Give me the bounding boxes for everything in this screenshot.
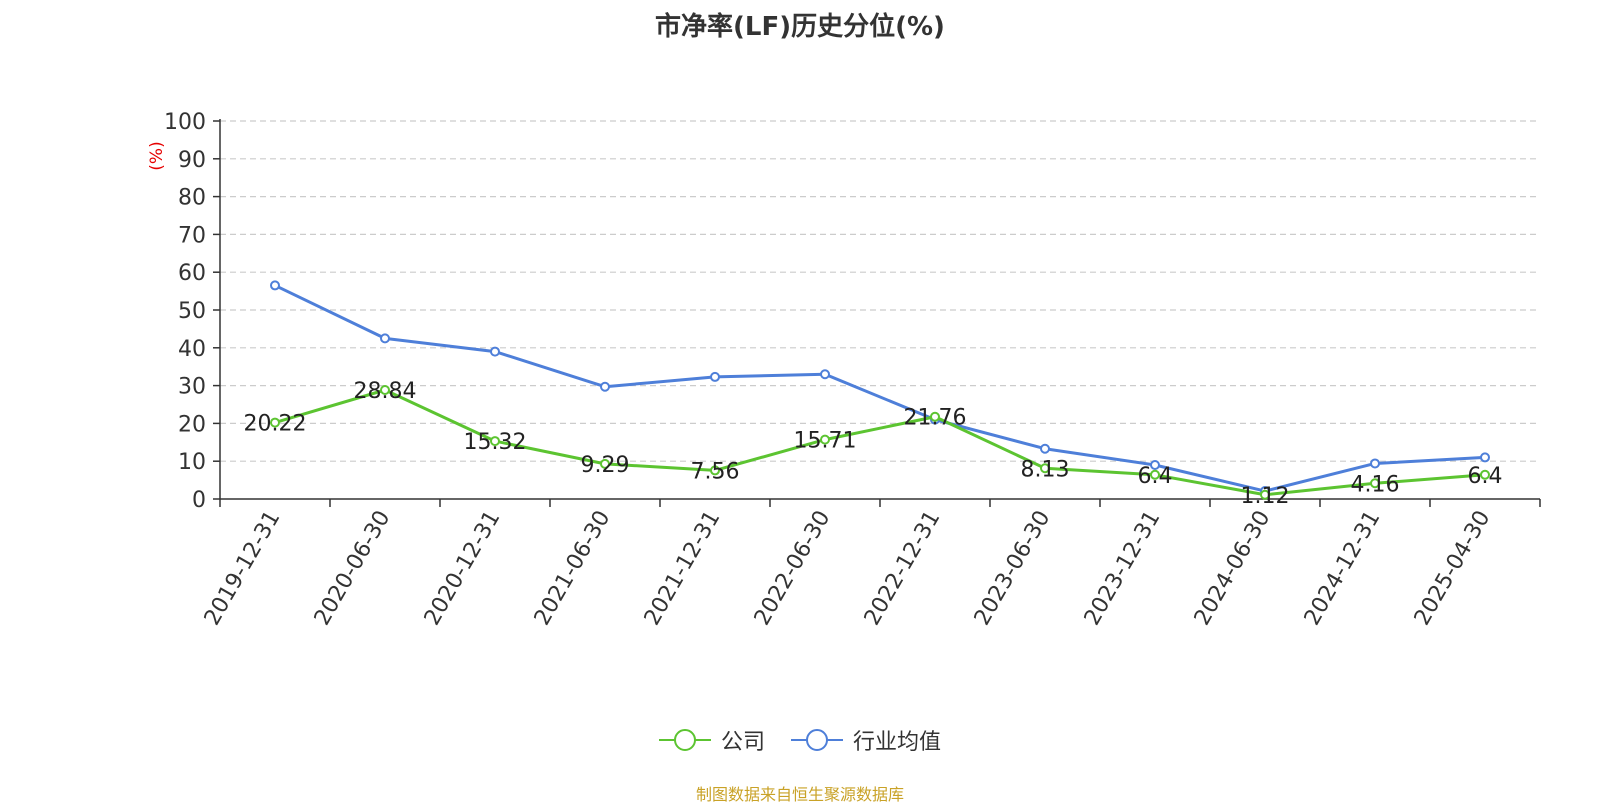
y-tick-label: 20	[178, 412, 206, 437]
data-point-industry[interactable]	[490, 346, 500, 357]
y-tick-label: 30	[178, 375, 206, 400]
data-point-company[interactable]	[710, 465, 720, 476]
data-point-company[interactable]	[600, 458, 610, 469]
grid-lines	[220, 120, 1540, 462]
data-point-company[interactable]	[270, 417, 280, 428]
x-tick-label: 2024-06-30	[1190, 507, 1276, 630]
legend-industry-swatch	[791, 729, 843, 751]
x-tick-label: 2023-12-31	[1080, 507, 1166, 630]
axes	[219, 119, 1540, 500]
data-point-company[interactable]	[1370, 478, 1380, 489]
data-label: 28.84	[354, 379, 417, 404]
data-point-company[interactable]	[1150, 469, 1160, 480]
series-lines	[270, 280, 1490, 500]
x-tick-label: 2021-12-31	[640, 507, 726, 630]
data-point-industry[interactable]	[1370, 458, 1380, 469]
x-tick-label: 2022-12-31	[860, 507, 946, 630]
x-tick-label: 2021-06-30	[530, 507, 616, 630]
data-point-industry[interactable]	[270, 280, 280, 291]
data-point-company[interactable]	[930, 411, 940, 422]
x-tick-label: 2019-12-31	[200, 507, 286, 630]
x-tick-label: 2025-04-30	[1410, 507, 1496, 630]
data-point-industry[interactable]	[1150, 459, 1160, 470]
y-tick-label: 40	[178, 337, 206, 362]
data-point-company[interactable]	[490, 436, 500, 447]
data-label: 8.13	[1021, 457, 1070, 482]
y-axis-label: (%)	[147, 141, 167, 170]
legend-industry-label: 行业均值	[853, 730, 942, 755]
x-tick-label: 2024-12-31	[1300, 507, 1386, 630]
data-label: 15.32	[464, 430, 527, 455]
chart-title: 市净率(LF)历史分位(%)	[655, 12, 945, 42]
y-tick-label: 100	[164, 110, 206, 135]
y-tick-label: 70	[178, 223, 206, 248]
y-tick-label: 60	[178, 261, 206, 286]
data-label: 20.22	[244, 412, 307, 437]
y-tick-label: 90	[178, 148, 206, 173]
x-tick-label: 2020-06-30	[310, 507, 396, 630]
series-line-industry	[274, 284, 1486, 493]
data-point-company[interactable]	[820, 434, 830, 445]
legend-company-swatch	[658, 729, 711, 751]
legend-company-label: 公司	[720, 730, 765, 755]
data-point-company[interactable]	[1260, 489, 1270, 500]
data-label: 21.76	[904, 406, 967, 431]
y-ticks: 0 10 20 30 40 50 60 70 80 90 100	[164, 110, 220, 513]
y-tick-label: 80	[178, 186, 206, 211]
data-point-industry[interactable]	[600, 381, 610, 392]
data-label: 1.12	[1241, 484, 1290, 509]
series-line-company	[274, 388, 1486, 497]
data-point-industry[interactable]	[1480, 452, 1490, 463]
y-tick-label: 10	[178, 450, 206, 475]
data-point-industry[interactable]	[1040, 443, 1050, 454]
data-label: 6.4	[1138, 464, 1173, 489]
data-point-industry[interactable]	[380, 333, 390, 344]
data-point-company[interactable]	[1480, 469, 1490, 480]
y-tick-label: 0	[192, 488, 206, 513]
x-ticks: 2019-12-31 2020-06-30 2020-12-31 2021-06-30…	[200, 499, 1541, 630]
data-point-industry[interactable]	[820, 369, 830, 380]
legend-item-company[interactable]: 公司	[658, 724, 765, 756]
y-tick-label: 50	[178, 299, 206, 324]
legend: 公司 行业均值	[0, 724, 1600, 756]
data-point-company[interactable]	[1040, 463, 1050, 474]
data-labels: 20.22 28.84 15.32 9.29 7.56 15.71 21.76 8.13 6.4…	[244, 379, 1503, 509]
data-source-note: 制图数据来自恒生聚源数据库	[695, 785, 904, 804]
data-label: 6.4	[1468, 464, 1503, 489]
x-tick-label: 2020-12-31	[420, 507, 506, 630]
x-tick-label: 2023-06-30	[970, 507, 1056, 630]
data-label: 15.71	[794, 429, 857, 454]
data-point-company[interactable]	[380, 384, 390, 395]
legend-item-industry[interactable]: 行业均值	[791, 724, 941, 756]
data-label: 7.56	[691, 459, 740, 484]
data-label: 4.16	[1351, 472, 1400, 497]
data-label: 9.29	[581, 453, 630, 478]
data-point-industry[interactable]	[710, 371, 720, 382]
x-tick-label: 2022-06-30	[750, 507, 836, 630]
